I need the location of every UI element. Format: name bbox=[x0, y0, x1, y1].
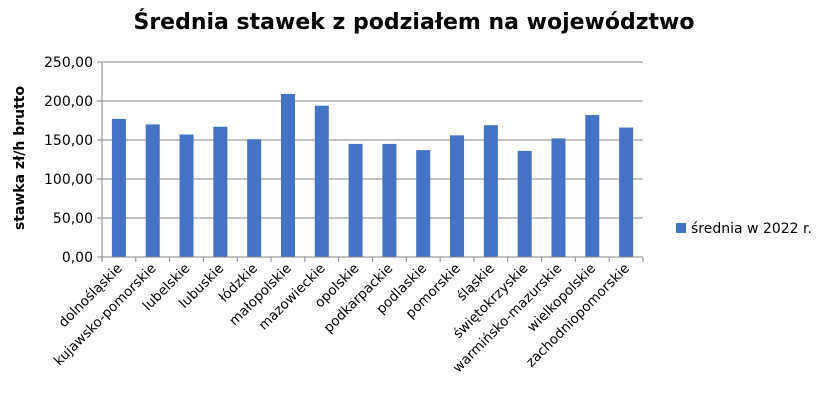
y-tick-label: 200,00 bbox=[44, 94, 93, 110]
legend-label: średnia w 2022 r. bbox=[691, 221, 812, 237]
legend-swatch bbox=[676, 223, 686, 233]
bar bbox=[382, 143, 397, 257]
bar bbox=[179, 134, 194, 257]
bar bbox=[619, 127, 634, 258]
bars bbox=[111, 93, 634, 258]
axes bbox=[101, 62, 644, 262]
y-tick-label: 0,00 bbox=[62, 250, 93, 266]
bar bbox=[416, 150, 431, 257]
bar bbox=[111, 118, 126, 257]
bar bbox=[551, 138, 566, 257]
bar bbox=[348, 143, 363, 257]
y-tick-label: 50,00 bbox=[53, 211, 93, 227]
bar bbox=[517, 150, 532, 257]
x-tick-labels: dolnośląskiekujawsko-pomorskielubelskiel… bbox=[51, 261, 633, 377]
bar bbox=[247, 139, 262, 257]
bar bbox=[145, 124, 160, 258]
y-tick-label: 150,00 bbox=[44, 133, 93, 149]
chart-title: Średnia stawek z podziałem na województw… bbox=[133, 9, 694, 35]
y-tick-label: 100,00 bbox=[44, 172, 93, 188]
bar bbox=[585, 115, 600, 257]
y-axis-label: stawka zł/h brutto bbox=[12, 86, 28, 231]
legend: średnia w 2022 r. bbox=[676, 221, 812, 237]
bar bbox=[314, 105, 329, 258]
bar bbox=[280, 93, 295, 257]
y-tick-labels: 0,00 50,00 100,00 150,00 200,00 250,00 bbox=[44, 55, 93, 266]
bar bbox=[450, 135, 465, 257]
y-tick-label: 250,00 bbox=[44, 55, 93, 71]
bar bbox=[213, 126, 228, 258]
bar bbox=[483, 125, 498, 258]
